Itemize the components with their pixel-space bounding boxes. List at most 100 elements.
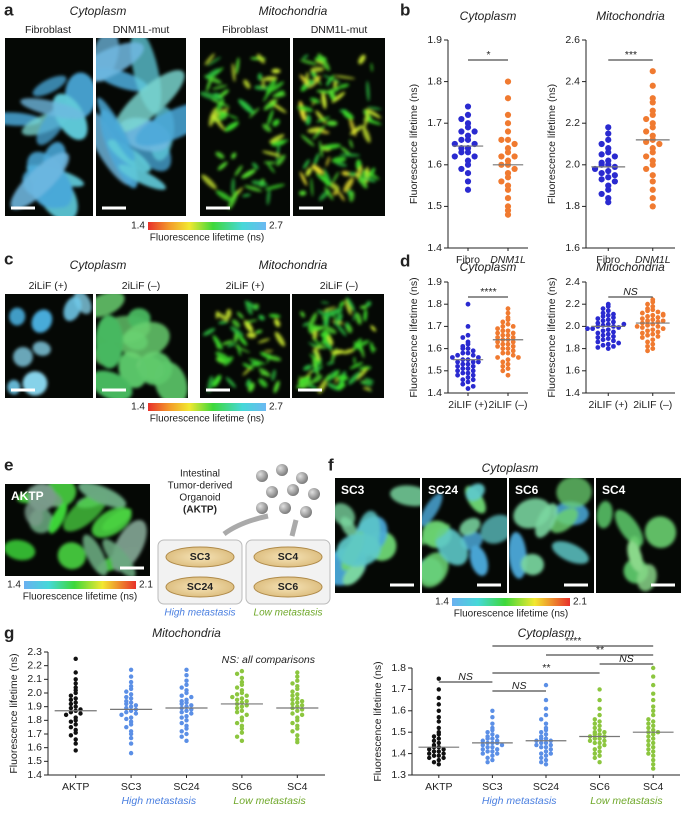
data-point — [480, 747, 485, 752]
panel-letter: d — [400, 251, 410, 270]
data-point — [490, 757, 495, 763]
group-label: Low metastasis — [590, 795, 663, 807]
data-point — [504, 211, 512, 218]
data-point — [600, 310, 606, 316]
cell — [223, 356, 234, 366]
x-tick-label: SC24 — [173, 781, 199, 793]
y-axis-label: Fluorescence lifetime (ns) — [546, 277, 558, 397]
data-point — [465, 361, 471, 367]
cell — [469, 545, 489, 576]
data-point — [605, 174, 612, 181]
data-point — [592, 725, 597, 731]
data-point — [128, 715, 134, 720]
cell — [335, 323, 347, 337]
data-point — [124, 709, 129, 715]
data-point — [587, 738, 593, 743]
data-point — [499, 742, 505, 748]
cell — [212, 335, 223, 350]
data-point — [68, 693, 74, 698]
diagram-text: Intestinal — [180, 469, 220, 480]
cell — [5, 539, 36, 561]
data-point — [539, 751, 544, 756]
data-point — [605, 327, 611, 333]
data-point — [179, 715, 184, 720]
cell — [96, 97, 135, 162]
data-point — [73, 737, 78, 742]
data-point — [645, 301, 650, 307]
data-point — [436, 762, 441, 767]
data-point — [436, 749, 441, 754]
cell — [358, 366, 372, 371]
data-point — [465, 386, 471, 391]
data-point — [504, 111, 512, 118]
micrograph — [5, 294, 93, 398]
data-point — [73, 690, 78, 696]
cell — [266, 162, 275, 173]
colorbar-label: Fluorescence lifetime (ns) — [150, 414, 264, 425]
cell — [264, 349, 274, 353]
cell — [315, 128, 330, 134]
cell — [250, 362, 262, 367]
data-point — [650, 346, 656, 351]
image-label: 2iLiF (–) — [320, 280, 359, 292]
data-point — [649, 82, 656, 89]
y-tick-label: 1.6 — [565, 365, 580, 377]
cell — [302, 159, 310, 170]
cell — [316, 116, 331, 123]
data-point — [646, 734, 651, 739]
image-label: DNM1L-mut — [113, 24, 170, 36]
cells — [200, 53, 289, 210]
data-point — [464, 103, 472, 110]
cell — [274, 318, 281, 328]
data-point — [436, 757, 441, 763]
data-point — [548, 747, 553, 752]
data-point — [539, 744, 544, 750]
data-point — [239, 726, 245, 731]
cell — [207, 375, 214, 393]
cell — [224, 121, 239, 132]
data-point — [460, 366, 466, 371]
data-point — [465, 375, 471, 380]
cell — [48, 503, 68, 534]
cell — [362, 387, 372, 391]
colorbar-min: 1.4 — [131, 402, 145, 413]
data-point — [128, 686, 134, 692]
data-point — [645, 348, 650, 354]
cell — [272, 92, 286, 98]
cell — [435, 527, 469, 566]
cell — [326, 120, 338, 126]
significance-label: **** — [565, 635, 582, 647]
data-point — [460, 377, 466, 383]
image-label: SC6 — [515, 483, 539, 497]
data-point — [505, 372, 511, 378]
cell — [219, 110, 224, 119]
cell — [339, 300, 345, 308]
data-point — [68, 701, 74, 707]
data-point — [436, 736, 441, 741]
cell — [305, 370, 313, 378]
cell — [233, 345, 251, 353]
cell — [254, 85, 269, 91]
significance-label: NS — [623, 286, 638, 298]
image-label: AKTP — [11, 489, 44, 503]
cell — [135, 101, 186, 146]
data-point — [495, 343, 500, 349]
cell — [332, 189, 340, 196]
x-tick-label: SC4 — [287, 781, 308, 793]
image-label: SC24 — [428, 483, 458, 497]
data-point — [655, 324, 661, 329]
data-point — [184, 682, 189, 687]
data-point — [504, 174, 512, 181]
data-point — [645, 318, 650, 324]
cell — [201, 174, 217, 190]
x-tick-label: SC24 — [533, 781, 559, 793]
cell — [270, 99, 277, 109]
cell — [314, 325, 325, 331]
cell — [333, 311, 342, 326]
data-point — [585, 326, 590, 332]
data-point — [179, 709, 184, 715]
cell — [363, 109, 370, 130]
data-point — [651, 727, 656, 733]
cell — [215, 310, 219, 319]
data-point — [511, 153, 518, 160]
